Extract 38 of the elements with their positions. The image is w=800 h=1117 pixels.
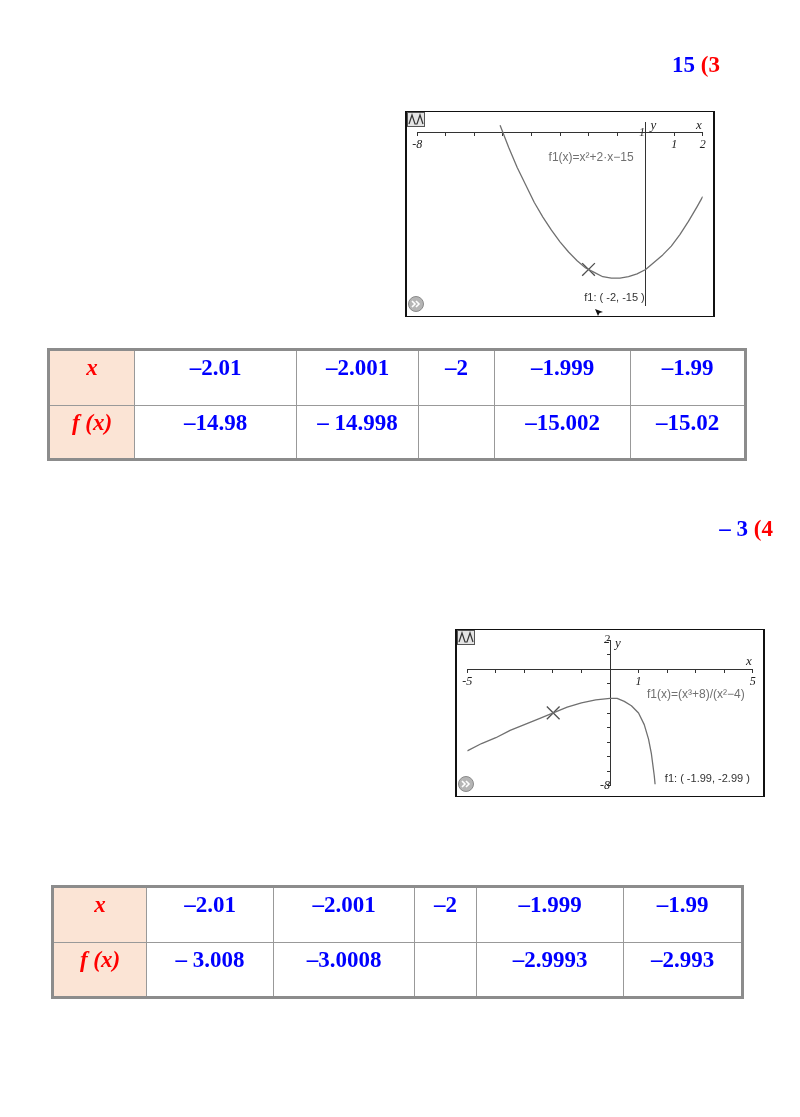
- category-label: –2.001: [273, 886, 415, 943]
- category-label: –2.01: [146, 886, 274, 943]
- x-tick-label: -5: [462, 673, 473, 688]
- category-label: –1.999: [476, 886, 624, 943]
- annotation: f1: ( -1.99, -2.99 ): [664, 771, 750, 784]
- x-tick-label: 2: [699, 136, 706, 151]
- x-tick-label: -8: [412, 136, 423, 151]
- y-axis-title: y: [648, 117, 657, 133]
- x-tick-label: 1: [671, 136, 678, 151]
- series-label: f1(x)=(x³+8)/(x²−4): [647, 686, 745, 701]
- x-tick-label: 5: [749, 673, 756, 688]
- text: x: [52, 886, 147, 943]
- text: f1(x)=x²+2·x−15: [548, 149, 634, 164]
- category-label: –1.99: [623, 886, 743, 943]
- category-label: –2.01: [134, 349, 297, 406]
- category-label: –1.99: [630, 349, 746, 406]
- data-label: –15.02: [630, 405, 746, 460]
- category-label: –2: [414, 886, 477, 943]
- text: f (x): [52, 942, 147, 998]
- x-axis-title: x: [744, 653, 752, 669]
- text: f1: ( -2, -15 ): [584, 290, 645, 303]
- data-label: – 3.008: [146, 942, 274, 998]
- category-label: –2: [418, 349, 495, 406]
- data-label: –2.993: [623, 942, 743, 998]
- x-axis-title: x: [694, 116, 702, 132]
- text: f (x): [48, 405, 135, 460]
- x-tick-label: 1: [635, 673, 642, 688]
- data-label: –14.98: [134, 405, 297, 460]
- category-label: –1.999: [494, 349, 631, 406]
- text: x: [48, 349, 135, 406]
- data-label: –3.0008: [273, 942, 415, 998]
- category-label: –2.001: [296, 349, 419, 406]
- y-axis-title: y: [613, 635, 621, 651]
- data-label: –15.002: [494, 405, 631, 460]
- chart-title: – 3 (4: [719, 516, 773, 541]
- data-label: – 14.998: [296, 405, 419, 460]
- chart-title: 15 (3: [672, 52, 720, 77]
- data-label: –2.9993: [476, 942, 624, 998]
